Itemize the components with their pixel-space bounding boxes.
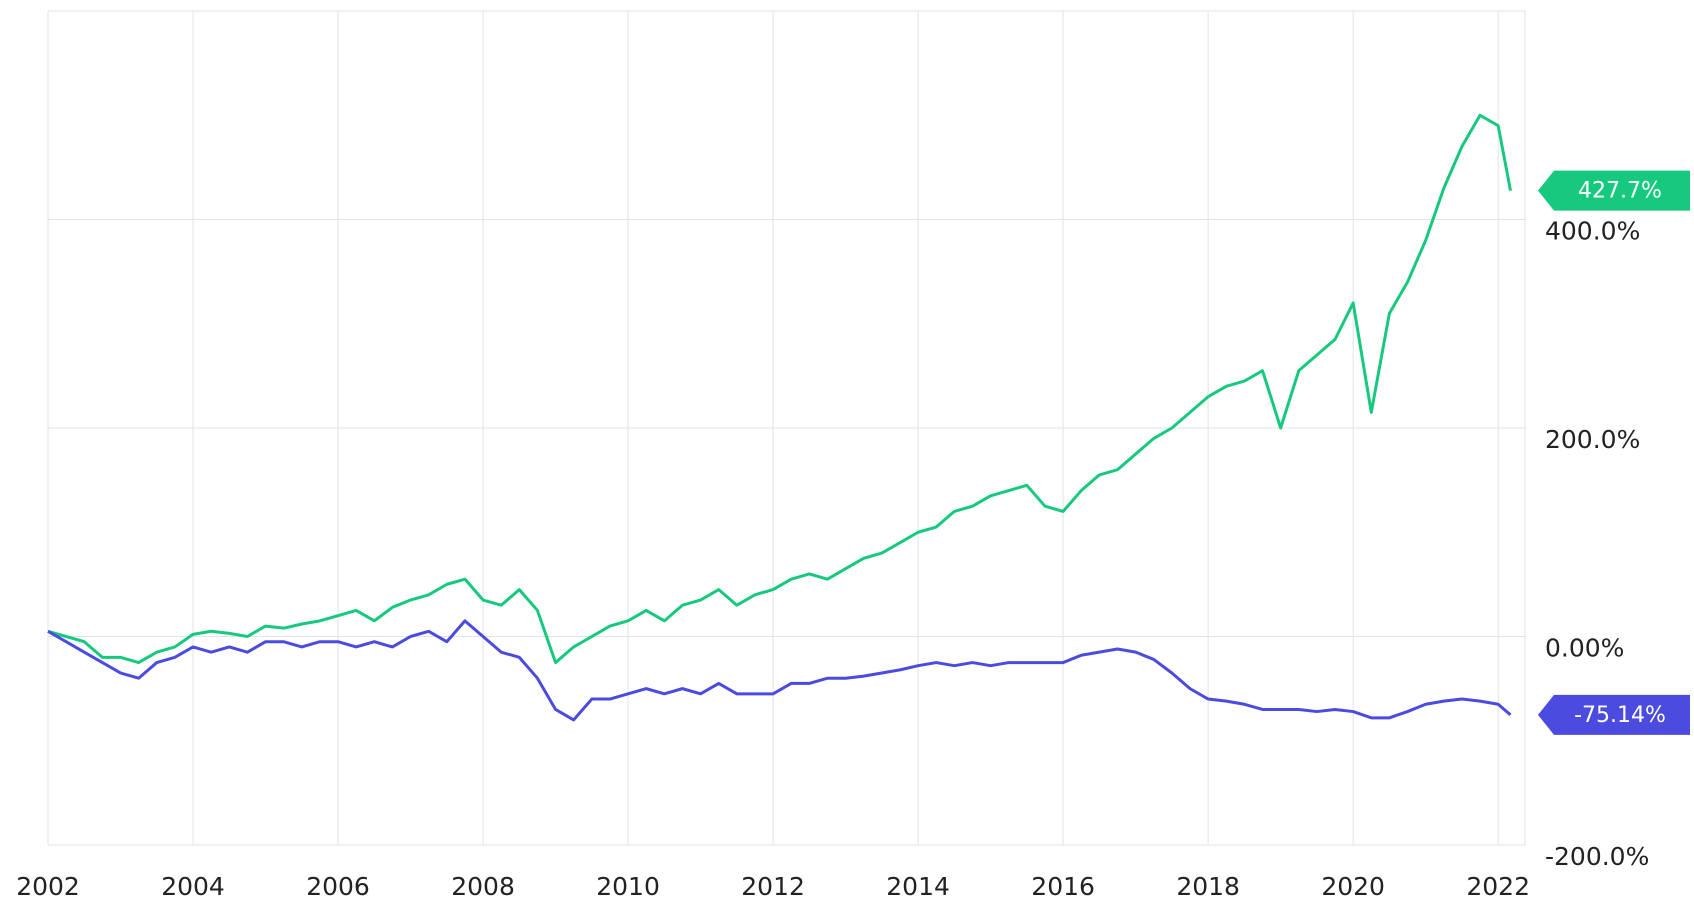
value-label: -75.14% bbox=[1574, 703, 1666, 728]
x-tick-label: 2008 bbox=[451, 872, 515, 901]
y-tick-label: 0.00% bbox=[1545, 634, 1624, 663]
value-label: 427.7% bbox=[1578, 179, 1662, 204]
series-line bbox=[47, 619, 1512, 722]
x-tick-label: 2006 bbox=[306, 872, 370, 901]
value-label-box bbox=[1538, 694, 1690, 735]
x-tick-label: 2012 bbox=[741, 872, 805, 901]
x-tick-label: 2010 bbox=[596, 872, 660, 901]
series-line bbox=[47, 113, 1512, 665]
x-tick-label: 2020 bbox=[1321, 872, 1385, 901]
y-tick-label: -200.0% bbox=[1545, 842, 1649, 871]
x-tick-label: 2004 bbox=[161, 872, 225, 901]
y-tick-label: 400.0% bbox=[1545, 217, 1640, 246]
x-tick-label: 2022 bbox=[1466, 872, 1530, 901]
x-tick-label: 2002 bbox=[16, 872, 80, 901]
x-tick-label: 2018 bbox=[1176, 872, 1240, 901]
value-label-box bbox=[1538, 170, 1690, 211]
x-tick-label: 2014 bbox=[886, 872, 950, 901]
x-tick-label: 2016 bbox=[1031, 872, 1095, 901]
y-tick-label: 200.0% bbox=[1545, 425, 1640, 454]
